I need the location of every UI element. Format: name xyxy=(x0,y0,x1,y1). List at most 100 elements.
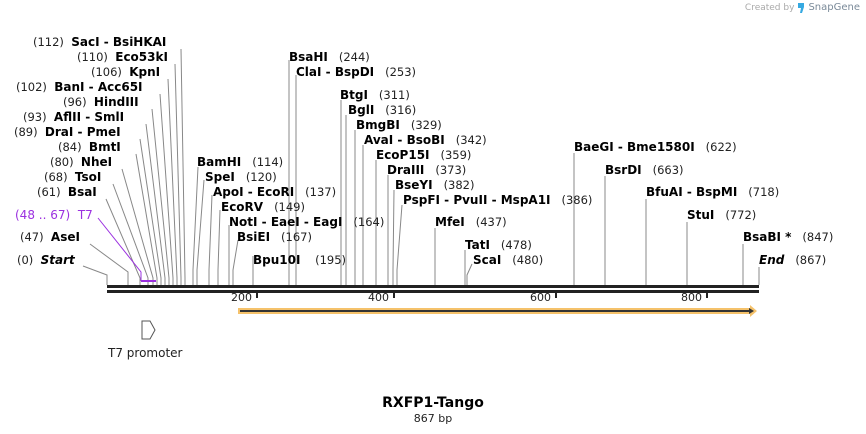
ruler-label-200: 200 xyxy=(231,291,252,304)
site-position: (329) xyxy=(410,118,442,132)
site-spei[interactable]: SpeI (120) xyxy=(205,170,277,184)
site-hindiii[interactable]: (96) HindIII xyxy=(63,95,139,109)
site-tati[interactable]: TatI (478) xyxy=(465,238,532,252)
site-position: (47) xyxy=(20,230,44,244)
site-clai-bspdi[interactable]: ClaI - BspDI (253) xyxy=(296,65,416,79)
site-position: (478) xyxy=(500,238,532,252)
site-bsahi[interactable]: BsaHI (244) xyxy=(289,50,370,64)
site-name: EcoP15I xyxy=(376,148,430,162)
t7-feature-label[interactable]: (48 .. 67) T7 xyxy=(15,208,93,222)
site-bpu10i[interactable]: Bpu10I (195) xyxy=(253,253,346,267)
site-draiii[interactable]: DraIII (373) xyxy=(387,163,466,177)
site-bmgbi[interactable]: BmgBI (329) xyxy=(356,118,442,132)
site-position: (137) xyxy=(305,185,337,199)
site-tsoi[interactable]: (68) TsoI xyxy=(44,170,101,184)
site-position: (663) xyxy=(652,163,684,177)
site-drai-pmei[interactable]: (89) DraI - PmeI xyxy=(14,125,121,139)
site-position: (112) xyxy=(33,35,64,49)
site-position: (867) xyxy=(795,253,827,267)
ruler-label-600: 600 xyxy=(530,291,551,304)
site-connector-lines xyxy=(82,48,760,285)
site-position: (0) xyxy=(17,253,34,267)
site-bsrdi[interactable]: BsrDI (663) xyxy=(605,163,684,177)
site-scai[interactable]: ScaI (480) xyxy=(473,253,543,267)
site-bmti[interactable]: (84) BmtI xyxy=(58,140,121,154)
orf-feature-arrow[interactable] xyxy=(238,305,757,317)
map-start[interactable]: (0) Start xyxy=(17,253,75,267)
site-name: BtgI xyxy=(340,88,368,102)
site-name: AseI xyxy=(50,230,80,244)
t7-promoter-label[interactable]: T7 promoter xyxy=(108,346,183,360)
site-position: (106) xyxy=(91,65,122,79)
site-position: (167) xyxy=(281,230,312,244)
site-name: PspFI - PvuII - MspA1I xyxy=(403,193,551,207)
site-name: KpnI xyxy=(129,65,161,79)
site-saci-bsihkai[interactable]: (112) SacI - BsiHKAI xyxy=(33,35,166,49)
map-end[interactable]: End (867) xyxy=(759,253,826,267)
site-name: BsrDI xyxy=(605,163,642,177)
site-position: (772) xyxy=(725,208,757,222)
site-name: StuI xyxy=(687,208,715,222)
credit-prefix: Created by xyxy=(744,2,795,13)
site-name: MfeI xyxy=(435,215,465,229)
site-name: BfuAI - BspMI xyxy=(646,185,738,199)
site-bseyi[interactable]: BseYI (382) xyxy=(395,178,475,192)
site-position: (80) xyxy=(50,155,74,169)
site-bani-acc65i[interactable]: (102) BanI - Acc65I xyxy=(16,80,143,94)
site-btgi[interactable]: BtgI (311) xyxy=(340,88,410,102)
site-position: (386) xyxy=(561,193,593,207)
site-bsabi[interactable]: BsaBI * (847) xyxy=(743,230,833,244)
dna-bottom-strand xyxy=(107,290,759,293)
dna-top-strand xyxy=(107,285,759,288)
site-bsiei[interactable]: BsiEI (167) xyxy=(237,230,312,244)
site-name: Start xyxy=(40,253,75,267)
site-eco53ki[interactable]: (110) Eco53kI xyxy=(77,50,168,64)
site-ecorv[interactable]: EcoRV (149) xyxy=(221,200,305,214)
site-baegi-bme1580i[interactable]: BaeGI - Bme1580I (622) xyxy=(574,140,737,154)
site-name: BsaHI xyxy=(289,50,328,64)
site-name: BaeGI - Bme1580I xyxy=(574,140,695,154)
site-apoi-ecori[interactable]: ApoI - EcoRI (137) xyxy=(213,185,336,199)
site-bfuai-bspmi[interactable]: BfuAI - BspMI (718) xyxy=(646,185,779,199)
site-name: HindIII xyxy=(93,95,139,109)
site-avai-bsobi[interactable]: AvaI - BsoBI (342) xyxy=(364,133,487,147)
site-position: (311) xyxy=(378,88,410,102)
site-position: (316) xyxy=(385,103,417,117)
site-position: (110) xyxy=(77,50,108,64)
site-name: BamHI xyxy=(197,155,242,169)
site-noti-eaei-eagi[interactable]: NotI - EaeI - EagI (164) xyxy=(229,215,384,229)
site-position: (89) xyxy=(14,125,38,139)
site-name: EcoRV xyxy=(221,200,264,214)
site-position: (622) xyxy=(705,140,737,154)
site-ecop15i[interactable]: EcoP15I (359) xyxy=(376,148,471,162)
site-stui[interactable]: StuI (772) xyxy=(687,208,756,222)
site-mfei[interactable]: MfeI (437) xyxy=(435,215,507,229)
site-position: (114) xyxy=(252,155,284,169)
site-name: BmtI xyxy=(88,140,121,154)
site-name: NheI xyxy=(80,155,113,169)
t7-short-name: T7 xyxy=(77,208,93,222)
site-name: BsiEI xyxy=(237,230,271,244)
site-bgli[interactable]: BglI (316) xyxy=(348,103,416,117)
site-name: BmgBI xyxy=(356,118,400,132)
site-name: DraI - PmeI xyxy=(44,125,121,139)
site-bamhi[interactable]: BamHI (114) xyxy=(197,155,283,169)
site-pspfi-pvuii-mspa1i[interactable]: PspFI - PvuII - MspA1I (386) xyxy=(403,193,592,207)
site-name: Eco53kI xyxy=(115,50,168,64)
ruler-label-400: 400 xyxy=(368,291,389,304)
site-name: End xyxy=(759,253,785,267)
credit-brand: SnapGene xyxy=(808,2,860,13)
site-kpni[interactable]: (106) KpnI xyxy=(91,65,160,79)
t7-promoter-arrow-icon[interactable] xyxy=(141,320,156,340)
site-bsai[interactable]: (61) BsaI xyxy=(37,185,97,199)
site-name: BglI xyxy=(348,103,375,117)
site-aflii-smli[interactable]: (93) AflII - SmlI xyxy=(23,110,124,124)
site-position: (93) xyxy=(23,110,47,124)
ruler-ticks xyxy=(256,293,708,298)
site-position: (195) xyxy=(315,253,347,267)
site-name: AflII - SmlI xyxy=(53,110,125,124)
site-nhei[interactable]: (80) NheI xyxy=(50,155,112,169)
site-asei[interactable]: (47) AseI xyxy=(20,230,80,244)
site-position: (96) xyxy=(63,95,87,109)
